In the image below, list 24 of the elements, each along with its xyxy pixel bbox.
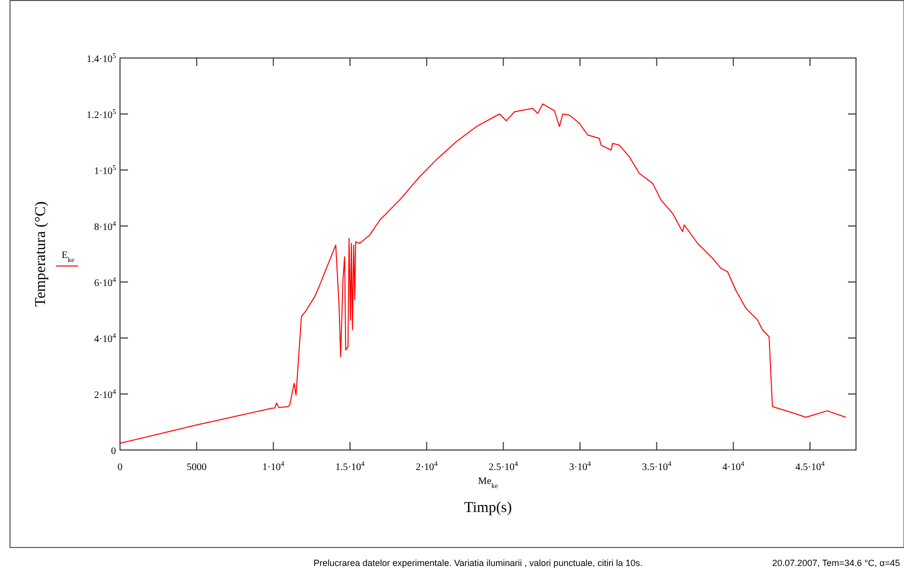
y-tick-label: 4·10$^{4}$ [94,332,116,345]
y-tick-label: 1·10$^{5}$ [94,164,116,177]
y-tick-label: 8·10$^{4}$ [94,220,116,233]
x-tick-label: 2.5·10$^{4}$ [488,460,519,473]
x-tick-label: 2·10$^{4}$ [416,460,438,473]
line-series [120,103,846,444]
x-tick-label: 3·10$^{4}$ [569,460,592,473]
text: Me$_{ke}$ [478,476,498,490]
text: Prelucrarea datelor experimentale. Variatia iluminarii , valori punctuale, citiri la 10s. [314,558,642,568]
x-axis-title: Timp(s) [464,500,512,516]
x-tick-label: 3.5·10$^{4}$ [642,460,672,473]
x-tick-label: 5000 [186,462,207,473]
y-axis-title: Temperatura (°C) [33,201,49,307]
text: 20.07.2007, Tem=34.6 °C, α=45 [772,558,900,568]
y-tick-label: 0 [111,446,116,457]
y-tick-label: 6·10$^{4}$ [94,276,116,289]
x-tick-label: 4.5·10$^{4}$ [795,460,826,473]
text: E$_{ke}$ [62,250,74,264]
x-tick-label: 1·10$^{4}$ [262,460,285,473]
x-tick-label: 4·10$^{4}$ [722,460,745,473]
x-tick-label: 1.5·10$^{4}$ [335,460,366,473]
y-tick-label: 1.4·10$^{5}$ [86,52,116,65]
y-tick-label: 1.2·10$^{5}$ [86,108,116,121]
y-tick-label: 2·10$^{4}$ [94,388,116,401]
